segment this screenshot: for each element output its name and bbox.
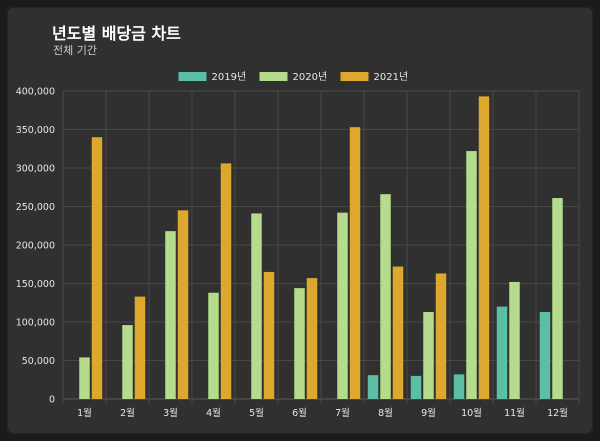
- bar-2021년-2월[interactable]: [134, 296, 146, 399]
- legend-swatch[interactable]: [340, 72, 369, 81]
- bar-2021년-3월[interactable]: [177, 210, 189, 399]
- bar-2021년-10월[interactable]: [478, 96, 490, 399]
- x-tick-label: 6월: [292, 407, 307, 419]
- x-tick-label: 1월: [77, 407, 92, 419]
- bar-2020년-11월[interactable]: [509, 281, 520, 399]
- legend-swatch[interactable]: [259, 72, 288, 81]
- bar-2019년-9월[interactable]: [410, 375, 422, 399]
- y-tick-label: 100,000: [16, 318, 55, 329]
- chart-title: 년도별 배당금 차트: [52, 24, 181, 43]
- bar-2021년-6월[interactable]: [306, 278, 318, 399]
- bar-2020년-2월[interactable]: [122, 325, 133, 399]
- bar-2020년-4월[interactable]: [208, 292, 219, 399]
- bar-2020년-12월[interactable]: [552, 198, 563, 399]
- bar-2021년-1월[interactable]: [91, 137, 103, 399]
- y-tick-label: 400,000: [16, 87, 55, 98]
- bar-2019년-8월[interactable]: [367, 375, 379, 399]
- chart-subtitle: 전체 기간: [53, 44, 97, 57]
- bar-2021년-4월[interactable]: [220, 163, 232, 399]
- x-tick-label: 5월: [249, 407, 264, 419]
- bar-2019년-11월[interactable]: [496, 306, 508, 399]
- x-tick-label: 2월: [120, 407, 135, 419]
- x-tick-label: 12월: [547, 407, 568, 419]
- chart-axis: 0 50,000 100,000 150,000 200,000 250,000 300,0…: [16, 87, 568, 420]
- y-tick-label: 0: [49, 395, 55, 406]
- x-tick-label: 7월: [335, 407, 350, 419]
- bar-2021년-7월[interactable]: [349, 127, 361, 399]
- y-tick-label: 250,000: [16, 202, 55, 213]
- bar-2021년-5월[interactable]: [263, 271, 275, 399]
- x-tick-label: 10월: [461, 407, 482, 419]
- bar-2020년-9월[interactable]: [423, 311, 434, 399]
- bar-2019년-12월[interactable]: [539, 311, 551, 399]
- chart-bars: [79, 96, 563, 399]
- chart-legend[interactable]: 2019년 2020년 2021년: [178, 71, 409, 83]
- x-tick-label: 9월: [421, 407, 436, 419]
- bar-2020년-8월[interactable]: [380, 194, 391, 399]
- bar-2020년-10월[interactable]: [466, 151, 477, 399]
- bar-2021년-9월[interactable]: [435, 273, 447, 399]
- bar-2020년-6월[interactable]: [294, 288, 305, 399]
- legend-label[interactable]: 2021년: [374, 71, 409, 83]
- legend-label[interactable]: 2020년: [293, 71, 328, 83]
- bar-2020년-1월[interactable]: [79, 357, 90, 399]
- x-tick-label: 3월: [163, 407, 178, 419]
- y-tick-label: 350,000: [16, 125, 55, 136]
- legend-swatch[interactable]: [178, 72, 207, 81]
- bar-2019년-10월[interactable]: [453, 374, 465, 399]
- x-tick-label: 11월: [504, 407, 525, 419]
- y-tick-label: 150,000: [16, 279, 55, 290]
- x-tick-label: 4월: [206, 407, 221, 419]
- y-tick-label: 200,000: [16, 241, 55, 252]
- chart-grid: [62, 90, 580, 404]
- y-tick-label: 300,000: [16, 164, 55, 175]
- bar-2020년-5월[interactable]: [251, 213, 262, 399]
- x-tick-label: 8월: [378, 407, 393, 419]
- bar-2021년-8월[interactable]: [392, 266, 404, 399]
- bar-2020년-7월[interactable]: [337, 212, 348, 399]
- bar-2020년-3월[interactable]: [165, 231, 176, 399]
- y-tick-label: 50,000: [22, 356, 55, 367]
- legend-label[interactable]: 2019년: [212, 71, 247, 83]
